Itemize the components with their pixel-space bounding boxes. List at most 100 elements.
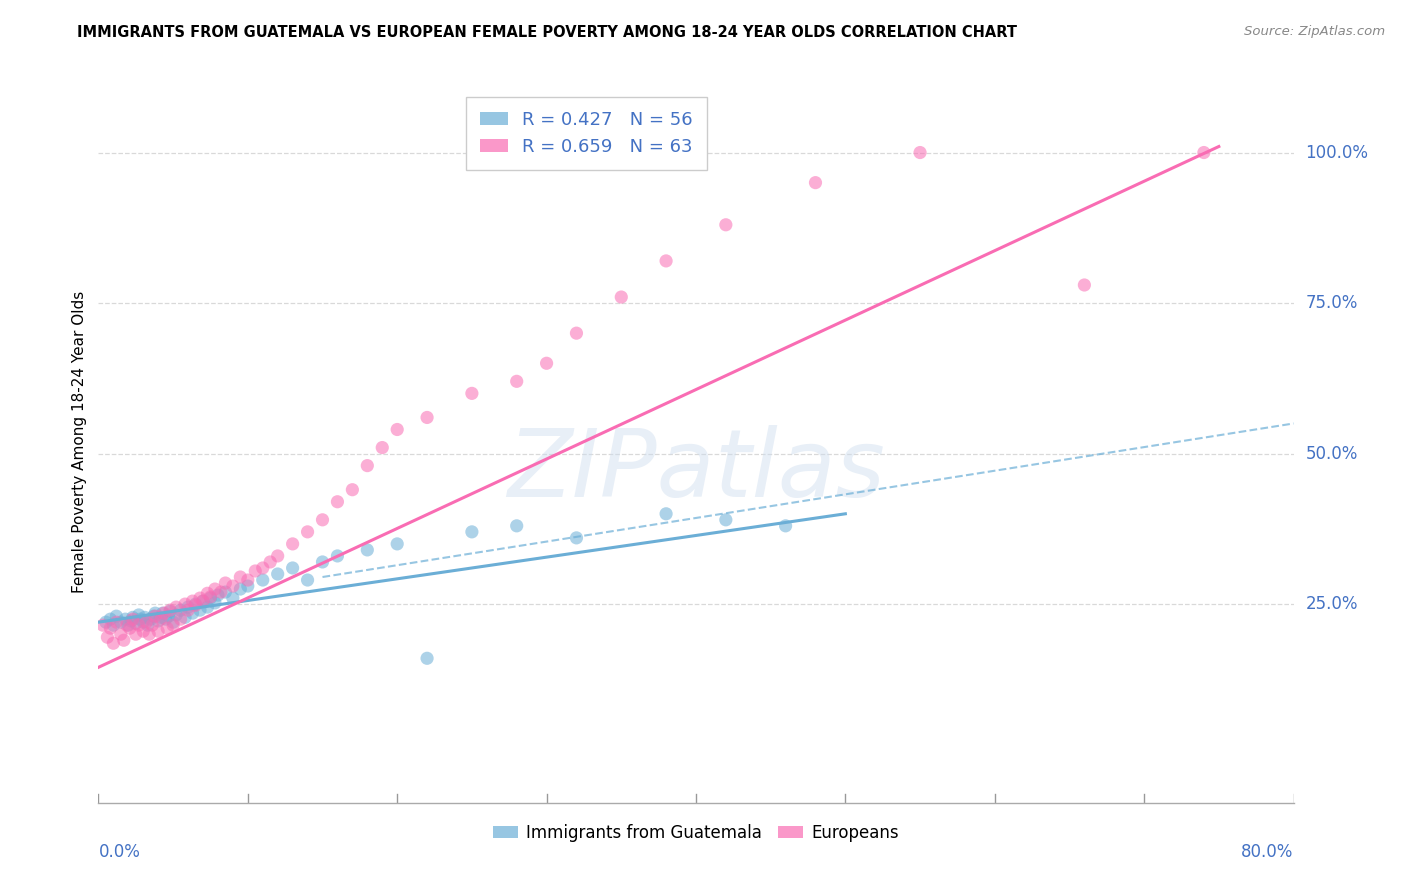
Point: [150, 612, 173, 626]
Point: [98, 621, 122, 635]
Point: [267, 549, 290, 563]
Point: [139, 612, 162, 626]
Point: [416, 651, 439, 665]
Point: [326, 494, 349, 508]
Point: [207, 588, 229, 602]
Point: [222, 579, 245, 593]
Point: [371, 441, 394, 455]
Point: [150, 610, 173, 624]
Point: [165, 607, 187, 622]
Point: [184, 599, 207, 613]
Point: [461, 524, 484, 539]
Point: [110, 627, 132, 641]
Point: [115, 618, 138, 632]
Point: [267, 567, 290, 582]
Point: [297, 524, 319, 539]
Point: [159, 604, 181, 618]
Point: [98, 612, 122, 626]
Point: [655, 254, 678, 268]
Point: [565, 326, 588, 341]
Point: [200, 590, 222, 604]
Point: [174, 597, 197, 611]
Point: [181, 606, 204, 620]
Point: [148, 624, 170, 639]
Point: [506, 375, 529, 389]
Point: [181, 594, 204, 608]
Point: [281, 561, 304, 575]
Point: [162, 618, 184, 632]
Point: [136, 618, 159, 632]
Point: [908, 145, 931, 160]
Point: [191, 594, 214, 608]
Point: [775, 519, 797, 533]
Point: [204, 582, 226, 596]
Point: [162, 615, 184, 630]
Y-axis label: Female Poverty Among 18-24 Year Olds: Female Poverty Among 18-24 Year Olds: [72, 291, 87, 592]
Point: [356, 458, 378, 473]
Point: [134, 610, 156, 624]
Point: [188, 603, 211, 617]
Point: [252, 573, 274, 587]
Point: [125, 616, 148, 631]
Point: [121, 610, 143, 624]
Point: [311, 513, 333, 527]
Point: [141, 618, 163, 632]
Point: [128, 618, 150, 632]
Point: [132, 615, 155, 630]
Point: [169, 603, 191, 617]
Point: [197, 586, 219, 600]
Point: [461, 386, 484, 401]
Point: [416, 410, 439, 425]
Point: [129, 612, 152, 626]
Point: [356, 542, 378, 557]
Point: [311, 555, 333, 569]
Point: [804, 176, 827, 190]
Point: [610, 290, 633, 304]
Point: [91, 618, 114, 632]
Point: [385, 537, 409, 551]
Point: [112, 633, 135, 648]
Point: [229, 582, 252, 596]
Point: [252, 561, 274, 575]
Text: ZIPatlas: ZIPatlas: [508, 425, 884, 516]
Point: [105, 609, 128, 624]
Point: [177, 600, 200, 615]
Point: [506, 519, 529, 533]
Text: Source: ZipAtlas.com: Source: ZipAtlas.com: [1244, 25, 1385, 38]
Legend: Immigrants from Guatemala, Europeans: Immigrants from Guatemala, Europeans: [486, 817, 905, 848]
Point: [214, 576, 236, 591]
Point: [103, 636, 125, 650]
Point: [165, 600, 187, 615]
Point: [184, 597, 207, 611]
Point: [714, 218, 737, 232]
Point: [1073, 277, 1095, 292]
Point: [565, 531, 588, 545]
Point: [138, 627, 160, 641]
Point: [342, 483, 364, 497]
Point: [155, 612, 177, 626]
Point: [536, 356, 558, 370]
Point: [143, 606, 166, 620]
Point: [103, 618, 125, 632]
Point: [152, 606, 174, 620]
Point: [153, 606, 176, 620]
Point: [714, 513, 737, 527]
Point: [214, 585, 236, 599]
Text: IMMIGRANTS FROM GUATEMALA VS EUROPEAN FEMALE POVERTY AMONG 18-24 YEAR OLDS CORRE: IMMIGRANTS FROM GUATEMALA VS EUROPEAN FE…: [77, 25, 1018, 40]
Point: [191, 594, 214, 608]
Point: [132, 624, 155, 639]
Point: [259, 555, 281, 569]
Point: [204, 596, 226, 610]
Point: [385, 423, 409, 437]
Point: [1192, 145, 1215, 160]
Point: [281, 537, 304, 551]
Text: 75.0%: 75.0%: [1306, 294, 1358, 312]
Point: [169, 612, 191, 626]
Point: [94, 615, 117, 630]
Point: [236, 579, 259, 593]
Point: [174, 610, 197, 624]
Point: [117, 618, 139, 632]
Point: [222, 591, 245, 606]
Text: 25.0%: 25.0%: [1306, 595, 1358, 613]
Point: [143, 609, 166, 624]
